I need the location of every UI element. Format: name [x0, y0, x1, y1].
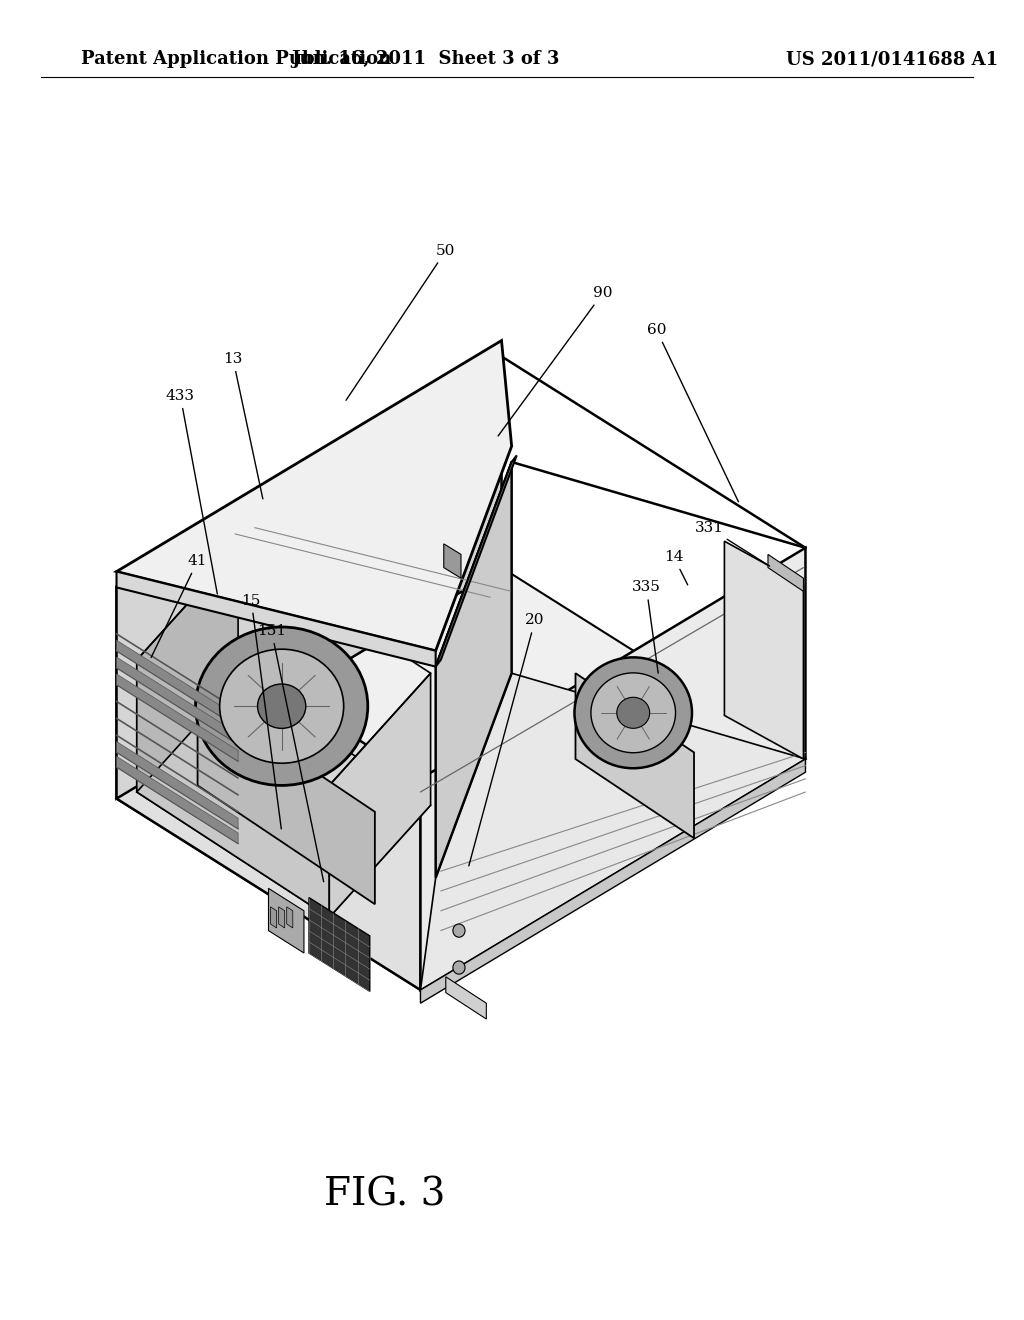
Polygon shape [117, 742, 239, 829]
Polygon shape [117, 341, 512, 651]
Ellipse shape [574, 657, 692, 768]
Ellipse shape [616, 697, 649, 729]
Polygon shape [724, 541, 804, 759]
Text: Patent Application Publication: Patent Application Publication [81, 50, 391, 69]
Polygon shape [117, 675, 239, 762]
Polygon shape [445, 977, 486, 1019]
Polygon shape [443, 544, 461, 578]
Polygon shape [270, 907, 276, 928]
Polygon shape [117, 568, 806, 990]
Text: 331: 331 [694, 521, 770, 566]
Ellipse shape [220, 649, 344, 763]
Polygon shape [421, 548, 806, 990]
Text: 50: 50 [346, 244, 456, 400]
Polygon shape [117, 640, 239, 727]
Ellipse shape [196, 627, 368, 785]
Polygon shape [421, 673, 806, 990]
Polygon shape [330, 673, 431, 917]
Text: 13: 13 [223, 352, 263, 499]
Polygon shape [435, 455, 517, 667]
Text: Jun. 16, 2011  Sheet 3 of 3: Jun. 16, 2011 Sheet 3 of 3 [292, 50, 560, 69]
Text: FIG. 3: FIG. 3 [325, 1176, 445, 1213]
Polygon shape [268, 888, 304, 953]
Text: 151: 151 [257, 624, 324, 882]
Polygon shape [117, 356, 502, 799]
Polygon shape [137, 680, 431, 917]
Text: 90: 90 [498, 286, 612, 436]
Ellipse shape [453, 961, 465, 974]
Text: 15: 15 [242, 594, 282, 829]
Polygon shape [309, 898, 370, 991]
Polygon shape [421, 759, 806, 1003]
Text: 20: 20 [469, 614, 545, 866]
Text: US 2011/0141688 A1: US 2011/0141688 A1 [785, 50, 997, 69]
Text: 433: 433 [166, 389, 217, 594]
Polygon shape [435, 462, 512, 878]
Ellipse shape [258, 684, 306, 729]
Ellipse shape [453, 924, 465, 937]
Text: 335: 335 [632, 581, 660, 673]
Polygon shape [198, 693, 375, 904]
Text: 41: 41 [152, 554, 207, 657]
Polygon shape [117, 587, 421, 990]
Polygon shape [279, 907, 285, 928]
Polygon shape [768, 554, 804, 591]
Ellipse shape [591, 673, 676, 752]
Text: 60: 60 [647, 323, 738, 502]
Polygon shape [137, 660, 330, 917]
Polygon shape [575, 673, 694, 838]
Polygon shape [117, 657, 239, 744]
Polygon shape [117, 756, 239, 843]
Polygon shape [287, 907, 293, 928]
Polygon shape [137, 548, 239, 792]
Polygon shape [117, 572, 435, 667]
Text: 14: 14 [664, 550, 688, 585]
